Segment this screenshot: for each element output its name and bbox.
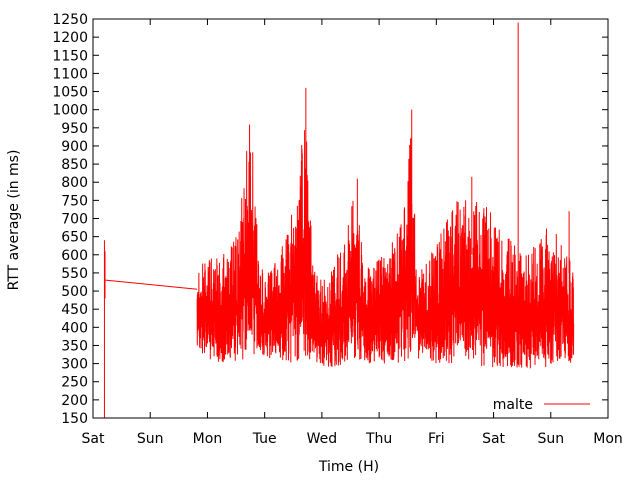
x-tick-label: Sat (482, 431, 505, 447)
x-tick-label: Sun (137, 431, 164, 447)
y-tick-label: 500 (61, 284, 88, 300)
legend: malte (493, 397, 590, 413)
y-tick-label: 200 (61, 393, 88, 409)
legend-label: malte (493, 397, 533, 413)
x-tick-label: Thu (365, 431, 392, 447)
x-tick-label: Sun (537, 431, 564, 447)
y-tick-label: 250 (61, 375, 88, 391)
y-tick-label: 800 (61, 175, 88, 191)
y-tick-label: 350 (61, 338, 88, 354)
y-tick-label: 1200 (52, 30, 88, 46)
y-tick-label: 450 (61, 302, 88, 318)
x-axis-label: Time (H) (318, 459, 379, 475)
y-axis-label: RTT average (in ms) (6, 150, 22, 291)
y-tick-label: 1000 (52, 103, 88, 119)
x-tick-label: Mon (593, 431, 623, 447)
y-tick-label: 700 (61, 212, 88, 228)
y-tick-label: 300 (61, 357, 88, 373)
series-layer (103, 22, 575, 418)
y-axis: 150 200 250 300 350 400 450 500 550 600 650 700 750 8… (52, 12, 608, 427)
y-tick-label: 1250 (52, 12, 88, 28)
series-trace-malte (196, 124, 575, 369)
y-tick-label: 1050 (52, 85, 88, 101)
y-tick-label: 400 (61, 320, 88, 336)
y-tick-label: 600 (61, 248, 88, 264)
y-tick-label: 1100 (52, 66, 88, 82)
y-tick-label: 150 (61, 411, 88, 427)
y-tick-label: 1150 (52, 48, 88, 64)
x-tick-label: Tue (252, 431, 277, 447)
y-tick-label: 650 (61, 230, 88, 246)
x-tick-label: Sat (82, 431, 105, 447)
y-tick-label: 950 (61, 121, 88, 137)
y-tick-label: 550 (61, 266, 88, 282)
y-tick-label: 750 (61, 193, 88, 209)
x-axis: Sat Sun Mon Tue Wed Thu Fri Sat Sun Mon (82, 19, 623, 447)
y-tick-label: 850 (61, 157, 88, 173)
series-connector-line (105, 279, 198, 290)
y-tick-label: 900 (61, 139, 88, 155)
x-tick-label: Wed (307, 431, 338, 447)
x-tick-label: Mon (193, 431, 223, 447)
x-tick-label: Fri (428, 431, 445, 447)
